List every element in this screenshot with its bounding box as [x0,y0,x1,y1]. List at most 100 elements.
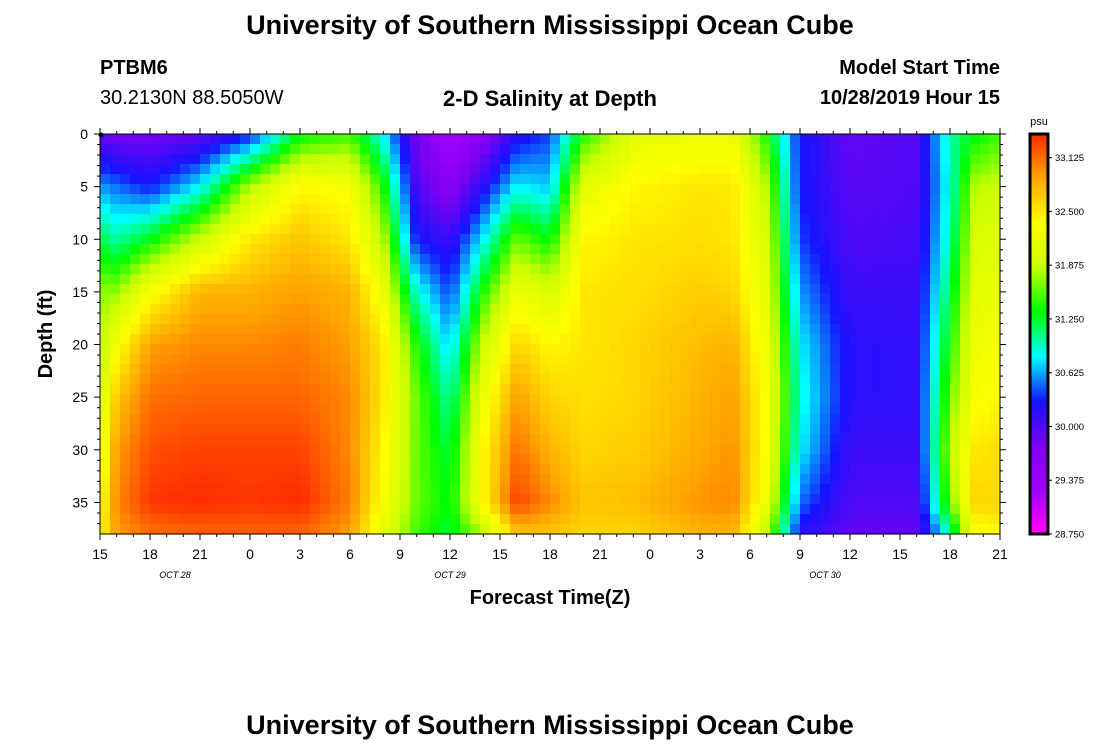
heatmap-cell [200,394,211,405]
heatmap-cell [220,224,231,235]
heatmap-cell [870,454,881,465]
heatmap-cell [320,424,331,435]
heatmap-cell [550,484,561,495]
heatmap-cell [750,284,761,295]
heatmap-cell [920,274,931,285]
heatmap-cell [190,234,201,245]
heatmap-cell [580,454,591,465]
heatmap-cell [830,144,841,155]
heatmap-cell [270,134,281,145]
heatmap-cell [700,384,711,395]
heatmap-cell [600,214,611,225]
heatmap-cell [910,264,921,275]
heatmap-cell [930,134,941,145]
heatmap-cell [120,454,131,465]
heatmap-cell [900,144,911,155]
heatmap-cell [140,214,151,225]
heatmap-cell [160,154,171,165]
heatmap-cell [310,374,321,385]
heatmap-cell [130,234,141,245]
heatmap-cell [280,164,291,175]
heatmap-cell [860,364,871,375]
heatmap-cell [470,444,481,455]
heatmap-cell [560,294,571,305]
heatmap-cell [520,464,531,475]
heatmap-cell [410,174,421,185]
heatmap-cell [550,464,561,475]
heatmap-cell [530,244,541,255]
heatmap-cell [440,404,451,415]
heatmap-cell [720,364,731,375]
heatmap-cell [870,234,881,245]
heatmap-cell [880,524,891,535]
heatmap-cell [130,184,141,195]
heatmap-cell [170,224,181,235]
heatmap-cell [340,464,351,475]
heatmap-cell [680,274,691,285]
heatmap-cell [610,274,621,285]
heatmap-cell [540,134,551,145]
heatmap-cell [540,524,551,535]
heatmap-cell [520,314,531,325]
heatmap-cell [740,204,751,215]
heatmap-cell [940,444,951,455]
heatmap-cell [420,394,431,405]
heatmap-cell [920,514,931,525]
heatmap-cell [630,484,641,495]
heatmap-cell [850,524,861,535]
heatmap-cell [410,364,421,375]
heatmap-cell [610,374,621,385]
heatmap-cell [210,384,221,395]
heatmap-cell [630,344,641,355]
heatmap-cell [720,184,731,195]
heatmap-cell [440,234,451,245]
heatmap-cell [990,414,1001,425]
heatmap-cell [400,194,411,205]
heatmap-cell [570,134,581,145]
heatmap-cell [750,264,761,275]
heatmap-cell [980,134,991,145]
heatmap-cell [650,494,661,505]
heatmap-cell [790,214,801,225]
heatmap-cell [180,394,191,405]
heatmap-cell [770,304,781,315]
heatmap-cell [470,214,481,225]
heatmap-cell [410,434,421,445]
heatmap-cell [790,274,801,285]
heatmap-cell [310,164,321,175]
heatmap-cell [550,424,561,435]
heatmap-cell [330,284,341,295]
heatmap-cell [480,404,491,415]
heatmap-cell [130,134,141,145]
heatmap-cell [840,134,851,145]
heatmap-cell [560,424,571,435]
heatmap-cell [930,184,941,195]
heatmap-cell [920,504,931,515]
heatmap-cell [120,384,131,395]
heatmap-cell [810,304,821,315]
heatmap-cell [250,494,261,505]
heatmap-cell [270,214,281,225]
heatmap-cell [710,354,721,365]
heatmap-cell [380,324,391,335]
heatmap-cell [610,134,621,145]
heatmap-cell [150,484,161,495]
heatmap-cell [820,384,831,395]
heatmap-cell [490,374,501,385]
heatmap-cell [700,324,711,335]
heatmap-cell [220,404,231,415]
heatmap-cell [700,424,711,435]
heatmap-cell [960,224,971,235]
heatmap-cell [260,374,271,385]
heatmap-cell [380,234,391,245]
heatmap-cell [170,484,181,495]
heatmap-cell [440,464,451,475]
heatmap-cell [410,154,421,165]
heatmap-cell [880,294,891,305]
heatmap-cell [530,314,541,325]
heatmap-cell [600,464,611,475]
heatmap-cell [370,444,381,455]
heatmap-cell [820,454,831,465]
heatmap-cell [700,304,711,315]
station-location: 30.2130N 88.5050W [100,87,284,109]
